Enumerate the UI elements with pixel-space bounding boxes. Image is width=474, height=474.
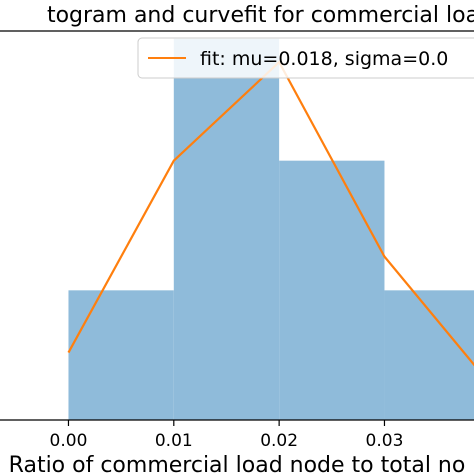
x-tick-label: 0.01 — [155, 431, 193, 451]
histogram-bar — [68, 290, 174, 420]
x-tick-label: 0.00 — [50, 431, 88, 451]
x-tick-label: 0.03 — [366, 431, 404, 451]
histogram-bars — [68, 38, 474, 420]
legend-label: fit: mu=0.018, sigma=0.0 — [200, 48, 448, 70]
legend-box — [137, 37, 474, 79]
x-axis-label: Ratio of commercial load node to total n… — [9, 453, 466, 474]
x-tick-label: 0.02 — [260, 431, 298, 451]
axes — [0, 30, 474, 421]
histogram-bar — [279, 160, 385, 420]
histogram-bar — [173, 38, 280, 420]
legend: fit: mu=0.018, sigma=0.0 — [137, 37, 474, 79]
chart-title: togram and curvefit for commercial load — [47, 3, 474, 28]
x-ticks: 0.000.010.020.030.0 — [50, 420, 404, 451]
